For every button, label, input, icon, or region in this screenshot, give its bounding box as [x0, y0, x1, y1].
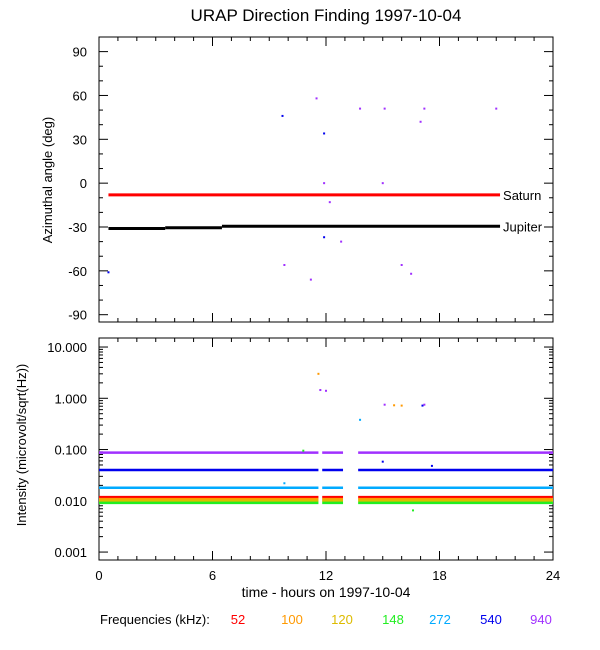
legend-entry-940-khz: 940 — [530, 612, 552, 627]
intensity-data-point — [400, 404, 403, 407]
x-tick-label: 0 — [95, 568, 102, 583]
legend-label: Frequencies (kHz): — [100, 612, 210, 627]
azimuth-data-point — [323, 236, 326, 239]
intensity-data-point — [381, 460, 384, 463]
azimuth-data-point — [383, 107, 386, 110]
intensity-tick-label: 10.000 — [47, 340, 87, 355]
intensity-tick-label: 0.100 — [54, 443, 87, 458]
intensity-data-point — [319, 389, 322, 392]
azimuth-data-point — [281, 114, 284, 117]
azimuth-tick-label: 90 — [73, 45, 87, 60]
jupiter-label: Jupiter — [503, 219, 543, 234]
intensity-data-point — [430, 464, 433, 467]
intensity-data-point — [421, 404, 424, 407]
intensity-data-point — [359, 418, 362, 421]
azimuth-data-point — [381, 182, 384, 185]
azimuth-tick-label: 0 — [80, 176, 87, 191]
x-tick-label: 18 — [432, 568, 446, 583]
azimuth-data-point — [495, 107, 498, 110]
azimuth-tick-label: 60 — [73, 88, 87, 103]
intensity-panel: 10.000 1.000 0.100 0.010 0.001 0 6 12 18 24 — [47, 337, 560, 583]
intensity-data-point — [412, 509, 415, 512]
legend-entry-148-khz: 148 — [382, 612, 404, 627]
azimuth-data-point — [107, 271, 110, 274]
azimuth-axis-label: Azimuthal angle (deg) — [40, 117, 55, 243]
intensity-data-point — [423, 403, 426, 406]
frequency-legend: Frequencies (kHz): 52 100 120 148 272 540 940 — [100, 612, 552, 627]
legend-entry-120-khz: 120 — [331, 612, 353, 627]
azimuth-data-point — [400, 264, 403, 266]
chart-title: URAP Direction Finding 1997-10-04 — [191, 6, 462, 25]
x-tick-label: 24 — [546, 568, 560, 583]
intensity-tick-label: 0.010 — [54, 494, 87, 509]
intensity-axis-label: Intensity (microvolt/sqrt(Hz)) — [14, 364, 29, 527]
azimuth-data-point — [359, 107, 362, 110]
intensity-data-point — [325, 389, 327, 392]
azimuth-data-point — [419, 120, 422, 123]
azimuth-data-point — [323, 182, 326, 185]
azimuth-data-point — [323, 132, 326, 135]
x-tick-label: 6 — [209, 568, 216, 583]
azimuth-tick-label: -90 — [68, 308, 87, 323]
azimuth-data-point — [410, 272, 413, 275]
azimuth-tick-label: -60 — [68, 264, 87, 279]
intensity-data-point — [383, 403, 386, 406]
legend-entry-272-khz: 272 — [429, 612, 451, 627]
azimuth-plot-frame — [98, 36, 554, 323]
azimuth-data-point — [283, 264, 286, 266]
saturn-label: Saturn — [503, 188, 541, 203]
intensity-data-point — [283, 482, 286, 485]
intensity-plot-frame — [98, 337, 554, 561]
azimuth-data-point — [328, 201, 331, 204]
intensity-data-point — [393, 404, 396, 407]
legend-entry-100-khz: 100 — [281, 612, 303, 627]
azimuth-tick-label: 30 — [73, 132, 87, 147]
azimuth-tick-label: -30 — [68, 220, 87, 235]
intensity-data-point — [302, 449, 305, 452]
legend-entry-540-khz: 540 — [480, 612, 502, 627]
intensity-tick-label: 1.000 — [54, 391, 87, 406]
intensity-data-point — [317, 372, 320, 375]
azimuth-panel: 90 60 30 0 -30 -60 -90 Saturn Jupiter — [68, 36, 554, 323]
azimuth-data-point — [309, 278, 312, 281]
azimuth-data-point — [315, 97, 318, 100]
azimuth-data-point — [423, 107, 426, 110]
x-axis-label: time - hours on 1997-10-04 — [242, 584, 411, 600]
x-tick-label: 12 — [319, 568, 333, 583]
intensity-tick-label: 0.001 — [54, 545, 87, 560]
azimuth-data-point — [340, 240, 343, 243]
legend-entry-52-khz: 52 — [231, 612, 245, 627]
